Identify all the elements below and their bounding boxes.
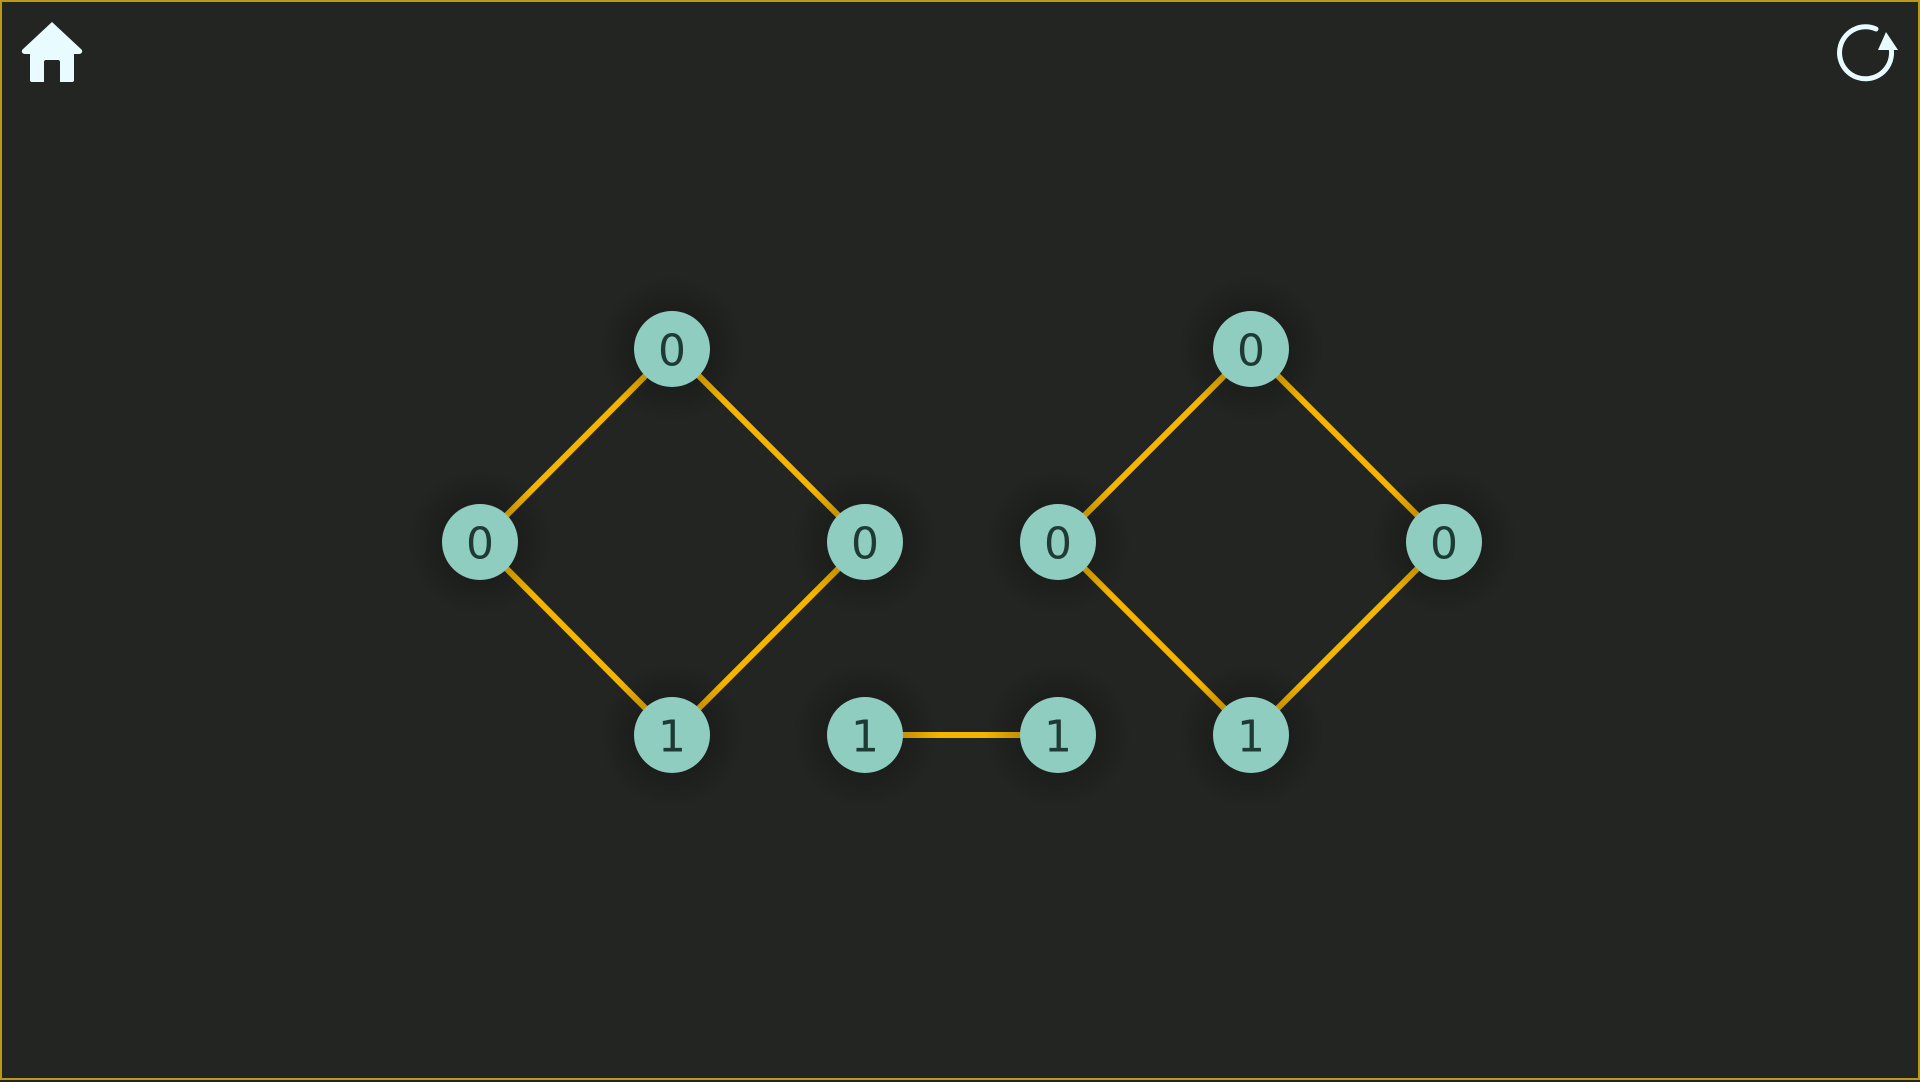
graph-node[interactable]: 1 — [984, 661, 1132, 809]
node-circle[interactable] — [1213, 311, 1289, 387]
node-circle[interactable] — [1020, 697, 1096, 773]
edges-layer — [477, 346, 1447, 738]
graph-node[interactable]: 0 — [1370, 468, 1518, 616]
home-button[interactable] — [20, 20, 84, 84]
graph-node[interactable]: 0 — [406, 468, 554, 616]
node-circle[interactable] — [827, 504, 903, 580]
home-icon — [21, 22, 83, 82]
graph-node[interactable]: 1 — [598, 661, 746, 809]
node-circle[interactable] — [1213, 697, 1289, 773]
graph-node[interactable]: 0 — [598, 275, 746, 423]
graph-node[interactable]: 1 — [1177, 661, 1325, 809]
restart-button[interactable] — [1836, 20, 1904, 88]
graph-node[interactable]: 0 — [984, 468, 1132, 616]
node-circle[interactable] — [1406, 504, 1482, 580]
node-circle[interactable] — [634, 697, 710, 773]
node-circle[interactable] — [634, 311, 710, 387]
node-circle[interactable] — [827, 697, 903, 773]
nodes-layer: 00 01 1 100 01 — [406, 275, 1518, 809]
node-circle[interactable] — [442, 504, 518, 580]
node-circle[interactable] — [1020, 504, 1096, 580]
restart-icon — [1837, 24, 1898, 82]
graph-node[interactable]: 0 — [791, 468, 939, 616]
graph-node[interactable]: 0 — [1177, 275, 1325, 423]
graph-node[interactable]: 1 — [791, 661, 939, 809]
